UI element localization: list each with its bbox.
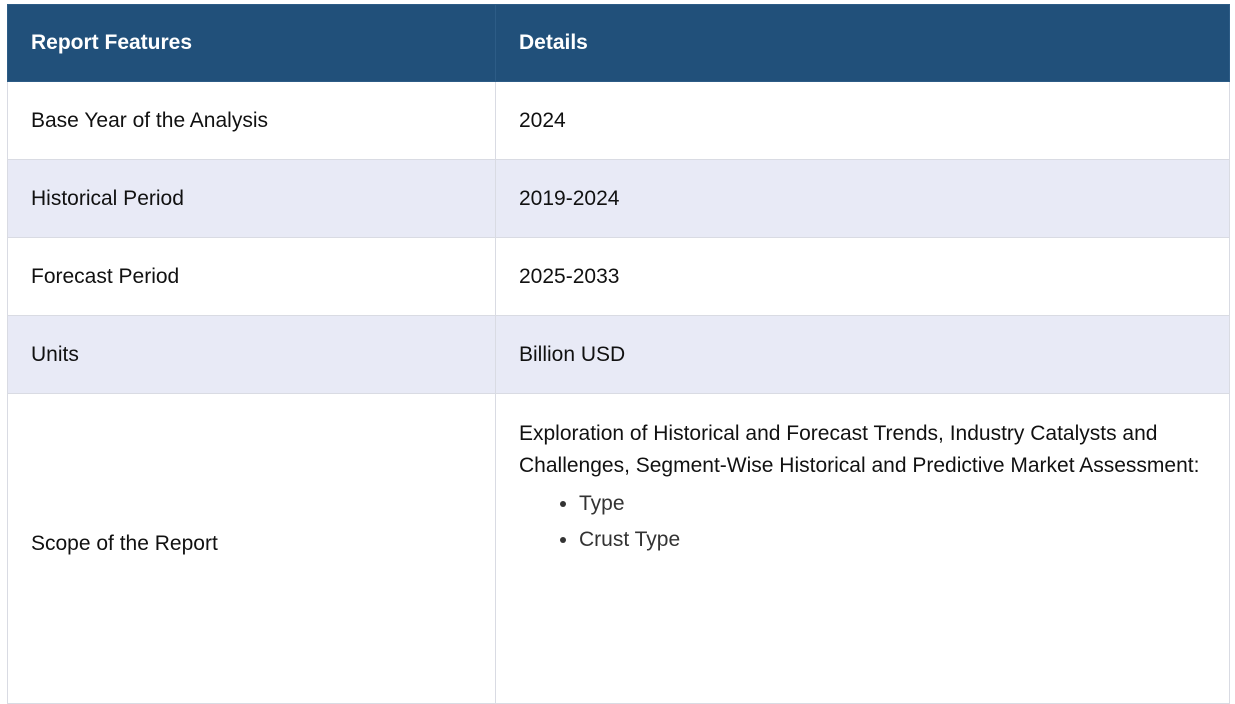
table-row: Units Billion USD <box>7 315 1230 394</box>
table-header-row: Report Features Details <box>7 4 1230 82</box>
detail-cell: 2019-2024 <box>495 159 1230 238</box>
table-row: Base Year of the Analysis 2024 <box>7 81 1230 160</box>
feature-cell: Scope of the Report <box>7 393 496 704</box>
scope-description: Exploration of Historical and Forecast T… <box>519 422 1200 477</box>
table-row-scope: Scope of the Report Exploration of Histo… <box>7 393 1230 704</box>
table-row: Historical Period 2019-2024 <box>7 159 1230 238</box>
report-features-table: Report Features Details Base Year of the… <box>7 4 1230 704</box>
detail-cell: 2025-2033 <box>495 237 1230 316</box>
table-row: Forecast Period 2025-2033 <box>7 237 1230 316</box>
header-details: Details <box>495 4 1230 82</box>
feature-cell: Units <box>7 315 496 394</box>
feature-cell: Historical Period <box>7 159 496 238</box>
detail-cell: 2024 <box>495 81 1230 160</box>
list-item: Type <box>579 486 1206 522</box>
list-item: Crust Type <box>579 522 1206 558</box>
header-report-features: Report Features <box>7 4 496 82</box>
feature-cell: Forecast Period <box>7 237 496 316</box>
report-features-table-container: Report Features Details Base Year of the… <box>7 4 1230 704</box>
scope-list: Type Crust Type <box>519 486 1206 558</box>
feature-cell: Base Year of the Analysis <box>7 81 496 160</box>
detail-cell-scope: Exploration of Historical and Forecast T… <box>495 393 1230 704</box>
detail-cell: Billion USD <box>495 315 1230 394</box>
